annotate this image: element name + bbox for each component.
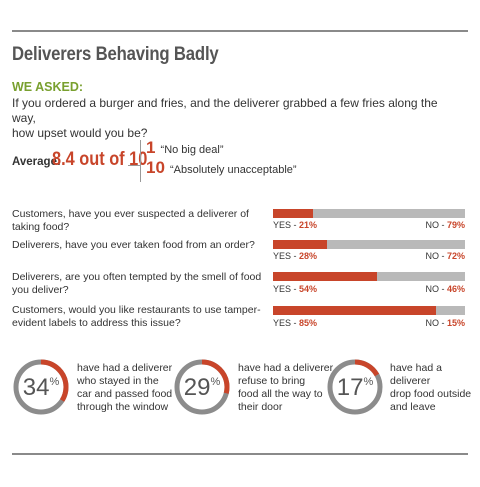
stat-value: 34% [23, 374, 60, 401]
bar-track [273, 209, 465, 218]
yes-bar [273, 272, 377, 281]
stat-value: 17% [337, 374, 374, 401]
top-rule [12, 30, 468, 32]
ring-arc [327, 359, 383, 415]
no-label: NO - 79% [425, 220, 465, 230]
scale-low-number: 1 [146, 138, 156, 157]
yes-bar [273, 209, 314, 218]
ring-arc [13, 359, 69, 415]
bar-track [273, 240, 465, 249]
no-label: NO - 15% [425, 318, 465, 328]
scale-low: 1 “No big deal” [146, 138, 224, 158]
question-line-1: If you ordered a burger and fries, and t… [12, 96, 438, 125]
scale-low-text: “No big deal” [160, 144, 224, 156]
ring-arc [174, 359, 230, 415]
bracket-connector [128, 165, 140, 166]
yes-value: 21% [299, 220, 318, 230]
average-label: Average: [12, 156, 61, 168]
no-value: 72% [446, 251, 465, 261]
bar-track [273, 272, 465, 281]
bracket-vertical [140, 140, 141, 182]
row-question: Customers, would you like restaurants to… [12, 304, 261, 329]
scale-high-number: 10 [146, 158, 165, 177]
page-title: Deliverers Behaving Badly [12, 44, 219, 65]
no-label: NO - 72% [425, 251, 465, 261]
yes-value: 54% [299, 284, 318, 294]
yes-label: YES - 54% [273, 284, 318, 294]
scale-high: 10 “Absolutely unacceptable” [146, 158, 297, 178]
yes-bar [273, 306, 437, 315]
row-question: Deliverers, have you ever taken food fro… [12, 239, 255, 251]
no-label: NO - 46% [425, 284, 465, 294]
yes-value: 28% [299, 251, 318, 261]
survey-question: If you ordered a burger and fries, and t… [12, 96, 452, 141]
stat-description: have had a deliverer drop food outside and… [390, 362, 472, 413]
stat-value: 29% [184, 374, 221, 401]
row-question: Customers, have you ever suspected a del… [12, 208, 249, 233]
bottom-rule [12, 453, 468, 455]
scale-high-text: “Absolutely unacceptable” [169, 164, 297, 176]
ring-chart: 34% [13, 359, 69, 415]
question-line-2: how upset would you be? [12, 126, 148, 140]
bar-track [273, 306, 465, 315]
ring-chart: 17% [327, 359, 383, 415]
stat-description: have had a deliverer refuse to bring food … [238, 362, 334, 413]
we-asked-label: WE ASKED: [12, 80, 84, 94]
no-value: 15% [446, 318, 465, 328]
yes-label: YES - 28% [273, 251, 318, 261]
yes-value: 85% [299, 318, 318, 328]
row-question: Deliverers, are you often tempted by the… [12, 271, 262, 296]
no-value: 46% [446, 284, 465, 294]
ring-chart: 29% [174, 359, 230, 415]
stat-description: have had a deliverer who stayed in the car… [77, 362, 173, 413]
average-value: 8.4 out of 10 [52, 149, 148, 170]
yes-label: YES - 21% [273, 220, 318, 230]
no-value: 79% [446, 220, 465, 230]
yes-bar [273, 240, 327, 249]
yes-label: YES - 85% [273, 318, 318, 328]
